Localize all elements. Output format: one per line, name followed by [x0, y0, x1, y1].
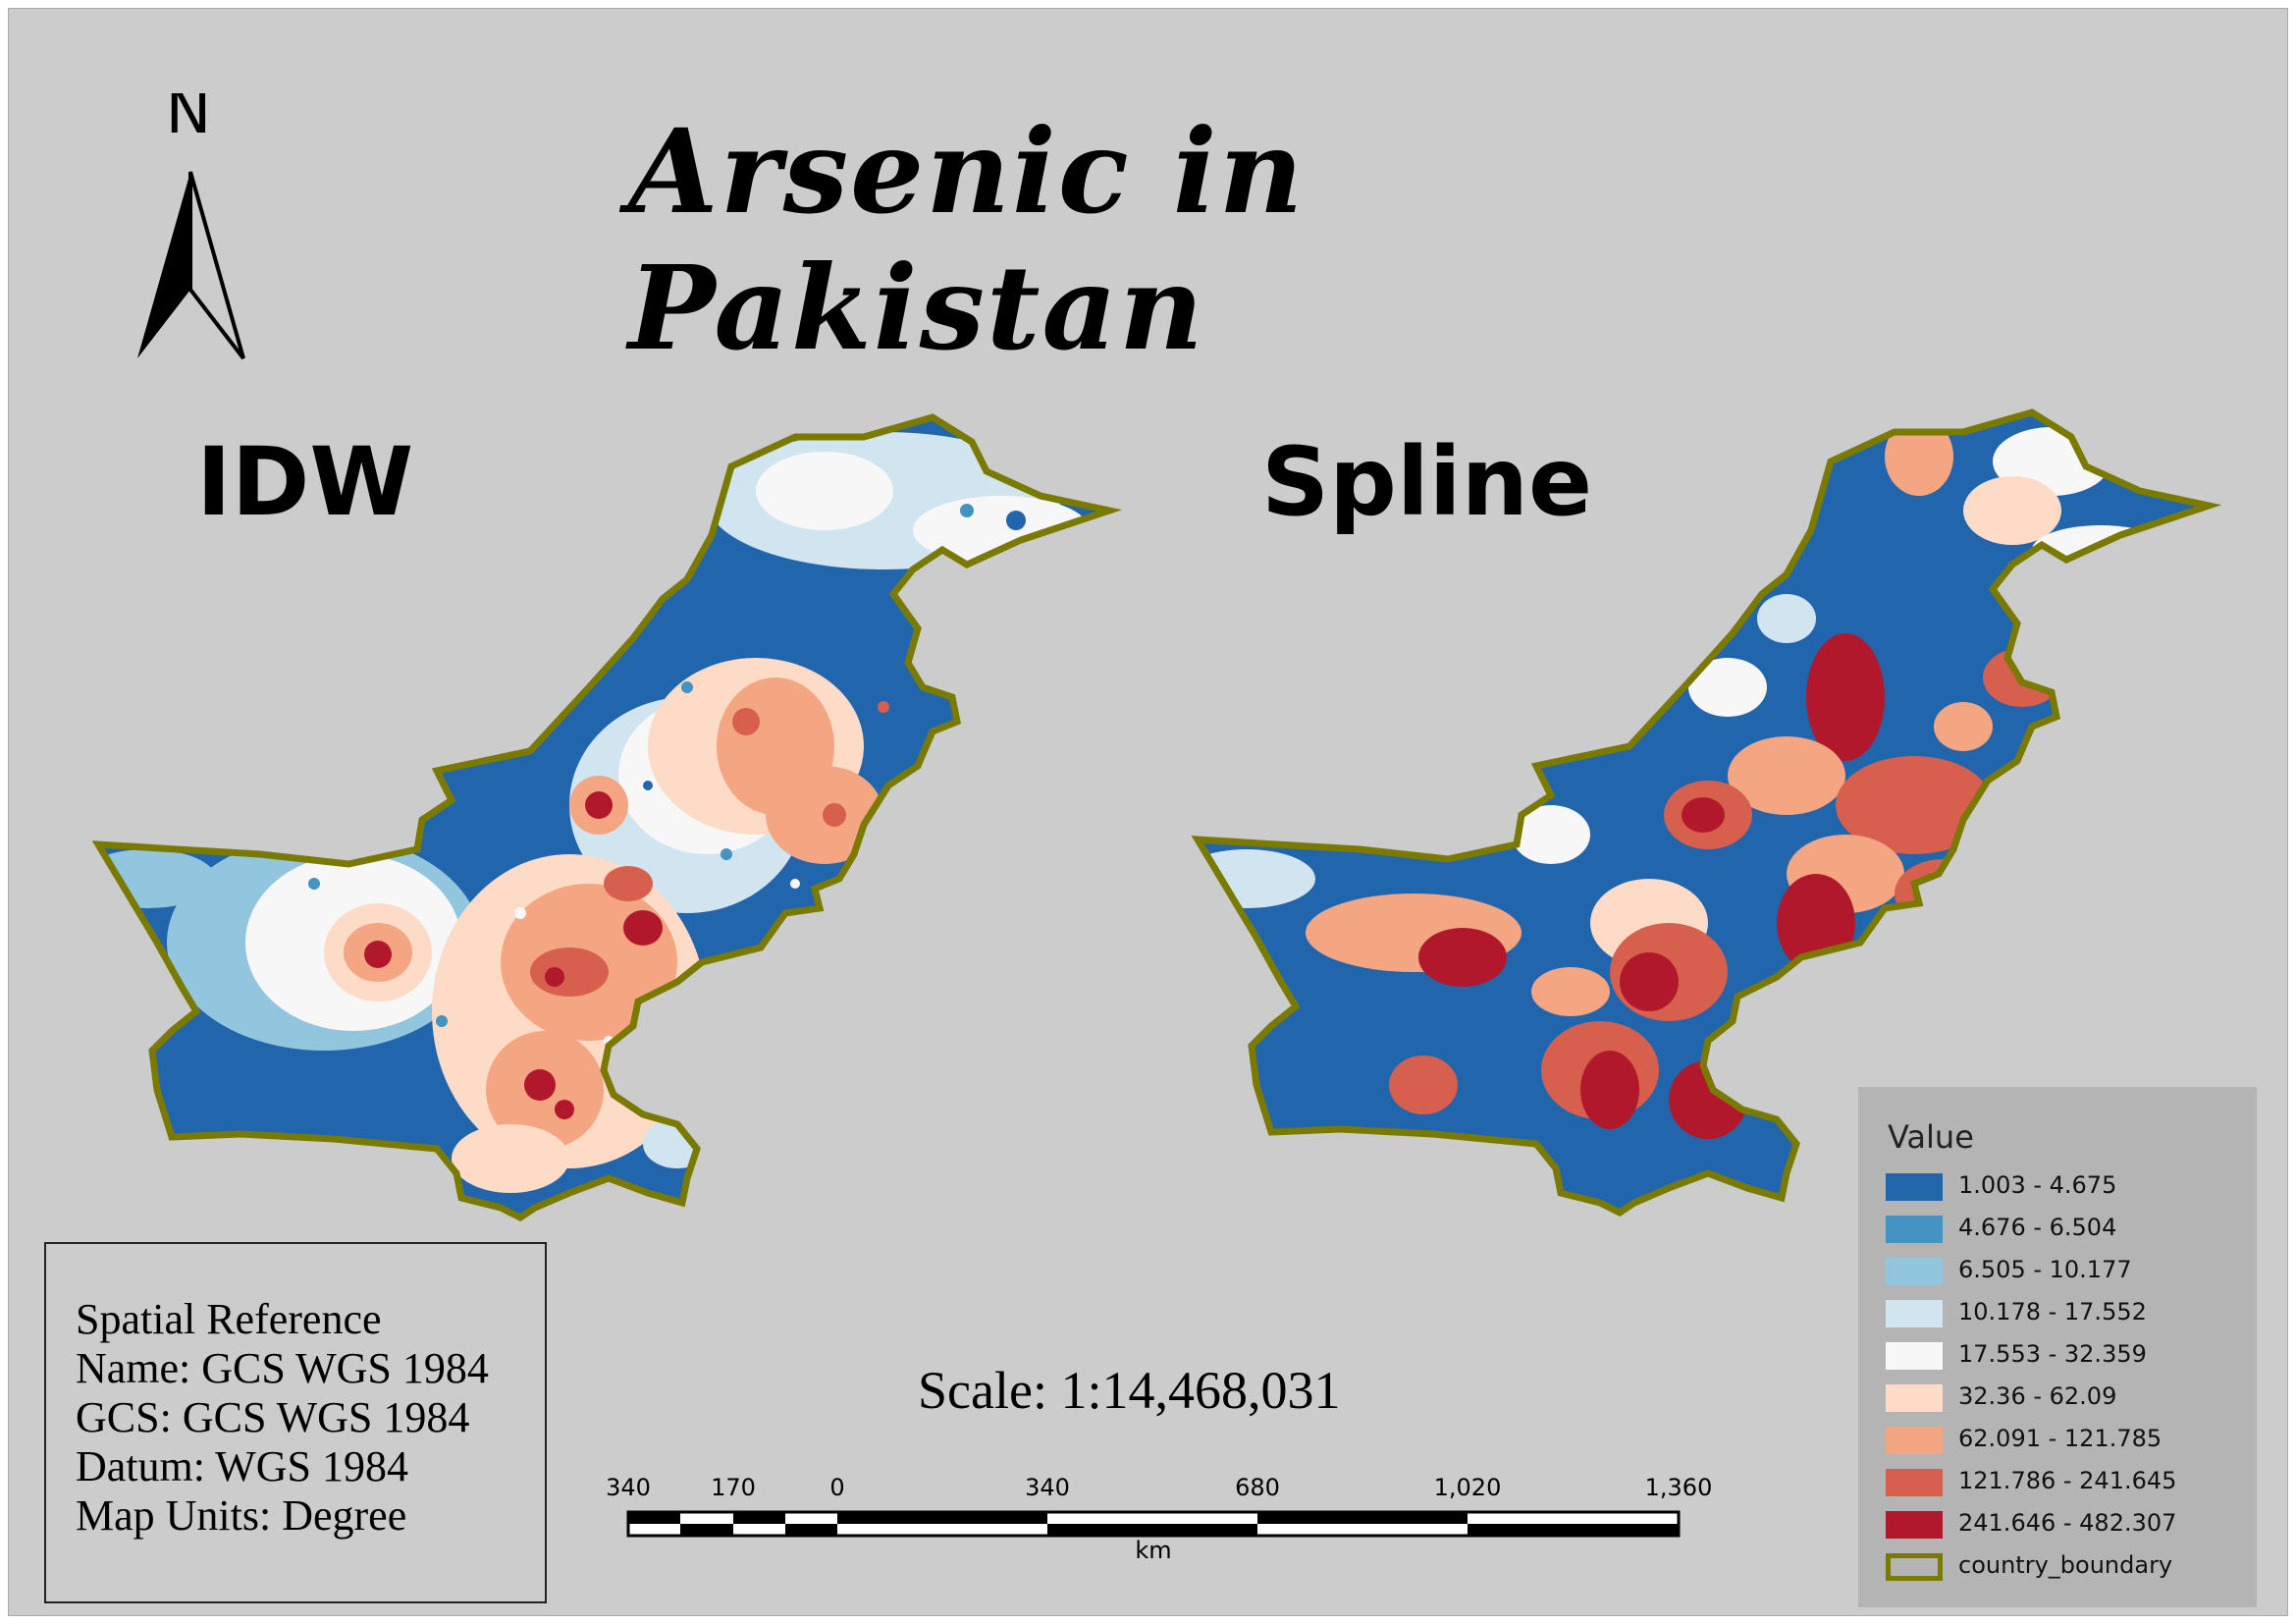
legend-item: 121.786 - 241.645: [1886, 1463, 2249, 1502]
legend-label: 17.553 - 32.359: [1958, 1340, 2147, 1368]
legend-swatch: [1886, 1258, 1943, 1285]
legend-item-boundary: country_boundary: [1886, 1547, 2249, 1587]
legend-swatch: [1886, 1427, 1943, 1454]
legend-item: 62.091 - 121.785: [1886, 1421, 2249, 1460]
spatial-reference-name: Name: GCS WGS 1984: [76, 1344, 489, 1392]
legend-item: 1.003 - 4.675: [1886, 1167, 2249, 1207]
legend-label: country_boundary: [1958, 1551, 2173, 1579]
legend-title: Value: [1888, 1118, 1974, 1156]
idw-map: [79, 412, 1139, 1227]
scale-tick-label: 1,020: [1434, 1474, 1502, 1501]
spatial-reference-box: Spatial Reference Name: GCS WGS 1984 GCS…: [44, 1242, 547, 1603]
legend-swatch: [1886, 1511, 1943, 1539]
legend-label: 10.178 - 17.552: [1958, 1298, 2147, 1326]
legend-swatch-boundary: [1886, 1553, 1943, 1581]
legend-label: 32.36 - 62.09: [1958, 1382, 2117, 1410]
legend-item: 32.36 - 62.09: [1886, 1379, 2249, 1418]
map-title: Arsenic in Pakistan: [628, 103, 1306, 376]
legend-label: 241.646 - 482.307: [1958, 1509, 2177, 1537]
spatial-reference-gcs: GCS: GCS WGS 1984: [76, 1393, 470, 1441]
scale-text: Scale: 1:14,468,031: [918, 1361, 1341, 1420]
legend-swatch: [1886, 1342, 1943, 1370]
scale-tick-label: 1,360: [1645, 1474, 1713, 1501]
legend-swatch: [1886, 1469, 1943, 1496]
spatial-reference-heading: Spatial Reference: [76, 1295, 382, 1343]
scale-tick-label: 0: [829, 1474, 844, 1501]
scale-tick-label: 340: [1025, 1474, 1070, 1501]
spatial-reference-datum: Datum: WGS 1984: [76, 1442, 408, 1490]
legend-swatch: [1886, 1300, 1943, 1327]
legend-item: 4.676 - 6.504: [1886, 1210, 2249, 1249]
legend: Value 1.003 - 4.675 4.676 - 6.504 6.505 - …: [1858, 1087, 2257, 1607]
legend-swatch: [1886, 1216, 1943, 1243]
spatial-reference-units: Map Units: Degree: [76, 1491, 407, 1540]
legend-item: 6.505 - 10.177: [1886, 1252, 2249, 1291]
scale-tick-label: 680: [1235, 1474, 1280, 1501]
scale-tick-label: 340: [606, 1474, 651, 1501]
legend-label: 6.505 - 10.177: [1958, 1256, 2132, 1283]
legend-label: 1.003 - 4.675: [1958, 1171, 2117, 1199]
legend-label: 121.786 - 241.645: [1958, 1467, 2177, 1494]
legend-item: 241.646 - 482.307: [1886, 1505, 2249, 1544]
scale-unit: km: [1135, 1537, 1171, 1564]
panel-label-spline: Spline: [1261, 427, 1593, 537]
legend-swatch: [1886, 1384, 1943, 1412]
legend-swatch: [1886, 1173, 1943, 1201]
panel-label-idw: IDW: [196, 427, 414, 537]
legend-item: 17.553 - 32.359: [1886, 1336, 2249, 1376]
legend-item: 10.178 - 17.552: [1886, 1294, 2249, 1333]
legend-label: 62.091 - 121.785: [1958, 1425, 2163, 1452]
scale-bar: 340 170 0 340 680 1,020 1,360 km: [606, 1474, 1713, 1564]
legend-label: 4.676 - 6.504: [1958, 1214, 2117, 1241]
scale-tick-label: 170: [711, 1474, 756, 1501]
